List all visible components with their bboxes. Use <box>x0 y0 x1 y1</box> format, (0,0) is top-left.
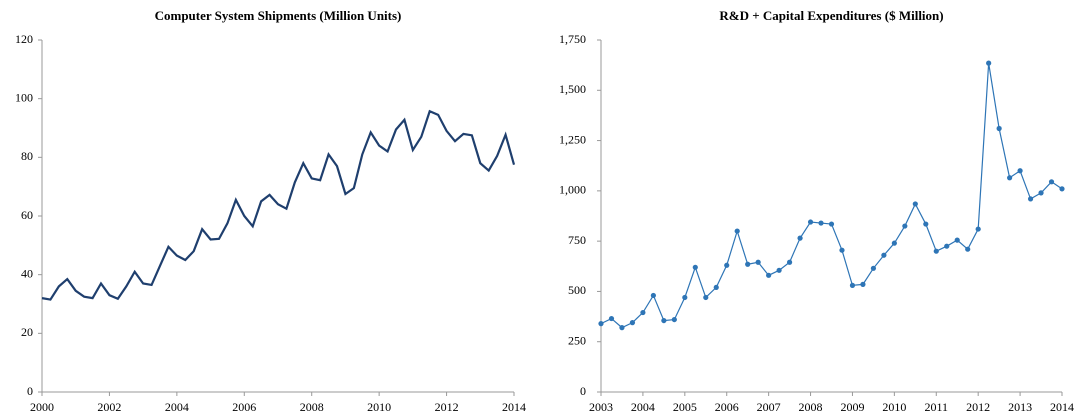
x-tick-label: 2004 <box>631 400 655 414</box>
y-tick-label: 120 <box>15 32 33 46</box>
point <box>1038 190 1044 196</box>
series-line <box>41 109 516 301</box>
y-tick-label: 40 <box>21 266 33 280</box>
y-tick-label: 80 <box>21 149 33 163</box>
y-tick-label: 250 <box>568 333 586 347</box>
x-tick-label: 2008 <box>799 400 823 414</box>
y-tick-label: 60 <box>21 208 33 222</box>
point <box>996 125 1002 132</box>
x-tick-label: 2010 <box>882 400 906 414</box>
point <box>986 60 992 66</box>
point <box>713 284 719 291</box>
point <box>881 252 887 258</box>
point <box>671 316 677 323</box>
point <box>619 325 625 331</box>
point <box>1007 175 1013 181</box>
point <box>724 262 730 268</box>
y-tick-label: 1,750 <box>559 32 586 46</box>
x-tick-label: 2006 <box>715 400 739 414</box>
point <box>598 321 604 327</box>
point <box>902 223 908 229</box>
point <box>650 292 656 299</box>
x-tick-label: 2014 <box>502 400 526 414</box>
point <box>849 282 856 288</box>
x-tick-label: 2014 <box>1050 400 1074 414</box>
y-tick-label: 1,000 <box>559 183 586 197</box>
point <box>734 228 740 234</box>
point <box>839 247 845 253</box>
point <box>891 240 897 246</box>
x-tick-label: 2010 <box>367 400 391 414</box>
x-tick-label: 2008 <box>300 400 324 414</box>
point <box>640 309 646 316</box>
x-tick-label: 2002 <box>97 400 121 414</box>
y-tick-label: 750 <box>568 233 586 247</box>
series-line <box>600 63 1063 329</box>
y-tick-label: 1,250 <box>559 132 586 146</box>
point <box>766 272 772 278</box>
point <box>797 235 803 241</box>
x-tick-label: 2012 <box>966 400 990 414</box>
x-tick-label: 2004 <box>165 400 189 414</box>
y-tick-label: 0 <box>580 384 586 398</box>
point <box>818 220 824 226</box>
point <box>807 219 814 225</box>
point <box>608 315 615 322</box>
point <box>975 226 981 232</box>
point <box>954 237 960 243</box>
point <box>870 265 877 271</box>
point <box>1017 168 1023 174</box>
x-tick-label: 2011 <box>924 400 948 414</box>
point <box>912 201 918 207</box>
point <box>629 320 636 326</box>
x-tick-label: 2009 <box>840 400 864 414</box>
point <box>923 221 929 227</box>
point <box>944 243 950 249</box>
x-tick-label: 2000 <box>30 400 54 414</box>
point <box>1048 179 1055 185</box>
point <box>1059 186 1065 192</box>
point <box>776 267 782 273</box>
chart-title: R&D + Capital Expenditures ($ Million) <box>719 8 943 23</box>
point <box>661 317 667 324</box>
point <box>692 264 698 270</box>
point <box>933 248 939 254</box>
point <box>965 246 971 252</box>
x-tick-label: 2005 <box>673 400 697 414</box>
point <box>703 294 709 301</box>
point <box>828 221 835 227</box>
x-tick-label: 2007 <box>757 400 781 414</box>
point <box>786 259 793 265</box>
y-tick-label: 20 <box>21 325 33 339</box>
y-tick-label: 0 <box>27 384 33 398</box>
point <box>755 259 761 265</box>
point <box>745 261 751 267</box>
point <box>860 281 866 287</box>
y-tick-label: 500 <box>568 283 586 297</box>
chart-title: Computer System Shipments (Million Units… <box>155 8 402 23</box>
point <box>1027 196 1034 202</box>
x-tick-label: 2006 <box>232 400 256 414</box>
y-tick-label: 1,500 <box>559 82 586 96</box>
x-tick-label: 2012 <box>435 400 459 414</box>
point <box>682 294 688 301</box>
y-tick-label: 100 <box>15 90 33 104</box>
x-tick-label: 2003 <box>589 400 613 414</box>
x-tick-label: 2013 <box>1008 400 1032 414</box>
